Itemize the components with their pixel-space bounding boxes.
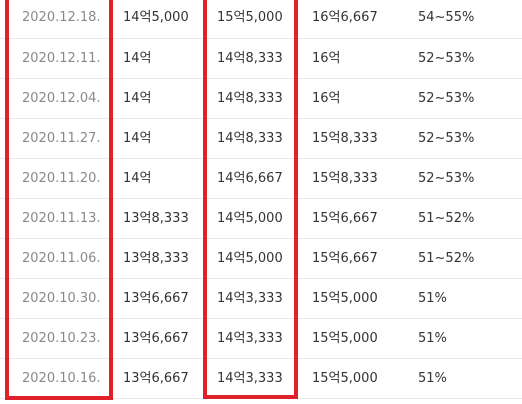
rate-cell: 51% bbox=[418, 291, 447, 306]
rate-cell: 51% bbox=[418, 371, 447, 386]
value-cell: 16억6,667 bbox=[312, 10, 378, 25]
value-cell: 13억8,333 bbox=[123, 251, 189, 266]
rate-cell: 51~52% bbox=[418, 251, 475, 266]
table-row: 2020.12.04. 14억 14억8,333 16억 52~53% bbox=[0, 79, 522, 119]
rate-cell: 52~53% bbox=[418, 171, 475, 186]
value-cell: 15억5,000 bbox=[312, 291, 378, 306]
date-cell: 2020.11.20. bbox=[22, 171, 101, 186]
date-cell: 2020.10.30. bbox=[22, 291, 101, 306]
value-cell: 13억6,667 bbox=[123, 371, 189, 386]
table-row: 2020.11.06. 13억8,333 14억5,000 15억6,667 5… bbox=[0, 239, 522, 279]
value-cell: 14억8,333 bbox=[217, 131, 283, 146]
date-cell: 2020.12.04. bbox=[22, 91, 101, 106]
value-cell: 15억5,000 bbox=[312, 331, 378, 346]
value-cell: 15억8,333 bbox=[312, 131, 378, 146]
value-cell: 16억 bbox=[312, 51, 341, 66]
value-cell: 14억5,000 bbox=[123, 10, 189, 25]
table-row: 2020.11.13. 13억8,333 14억5,000 15억6,667 5… bbox=[0, 199, 522, 239]
rate-cell: 51% bbox=[418, 331, 447, 346]
value-cell: 14억 bbox=[123, 171, 152, 186]
table-row: 2020.11.20. 14억 14억6,667 15억8,333 52~53% bbox=[0, 159, 522, 199]
date-cell: 2020.11.06. bbox=[22, 251, 101, 266]
table-row: 2020.10.30. 13억6,667 14억3,333 15억5,000 5… bbox=[0, 279, 522, 319]
rate-cell: 54~55% bbox=[418, 10, 475, 25]
date-cell: 2020.11.13. bbox=[22, 211, 101, 226]
table-row: 2020.10.23. 13억6,667 14억3,333 15억5,000 5… bbox=[0, 319, 522, 359]
rate-cell: 52~53% bbox=[418, 131, 475, 146]
value-cell: 14억8,333 bbox=[217, 91, 283, 106]
value-cell: 14억 bbox=[123, 51, 152, 66]
date-cell: 2020.10.16. bbox=[22, 371, 101, 386]
value-cell: 14억3,333 bbox=[217, 371, 283, 386]
value-cell: 14억8,333 bbox=[217, 51, 283, 66]
value-cell: 13억6,667 bbox=[123, 291, 189, 306]
table-row: 2020.12.18. 14억5,000 15억5,000 16억6,667 5… bbox=[0, 0, 522, 39]
value-cell: 13억6,667 bbox=[123, 331, 189, 346]
value-cell: 14억5,000 bbox=[217, 251, 283, 266]
date-cell: 2020.12.11. bbox=[22, 51, 101, 66]
value-cell: 14억 bbox=[123, 91, 152, 106]
value-cell: 15억5,000 bbox=[217, 10, 283, 25]
table-row: 2020.10.16. 13억6,667 14억3,333 15억5,000 5… bbox=[0, 359, 522, 399]
rate-cell: 52~53% bbox=[418, 51, 475, 66]
rate-cell: 52~53% bbox=[418, 91, 475, 106]
table-row: 2020.12.11. 14억 14억8,333 16억 52~53% bbox=[0, 39, 522, 79]
value-cell: 14억3,333 bbox=[217, 331, 283, 346]
date-cell: 2020.12.18. bbox=[22, 10, 101, 25]
value-cell: 16억 bbox=[312, 91, 341, 106]
table-row: 2020.11.27. 14억 14억8,333 15억8,333 52~53% bbox=[0, 119, 522, 159]
value-cell: 15억8,333 bbox=[312, 171, 378, 186]
value-cell: 15억6,667 bbox=[312, 251, 378, 266]
date-cell: 2020.11.27. bbox=[22, 131, 101, 146]
date-cell: 2020.10.23. bbox=[22, 331, 101, 346]
value-cell: 13억8,333 bbox=[123, 211, 189, 226]
value-cell: 14억6,667 bbox=[217, 171, 283, 186]
value-cell: 14억5,000 bbox=[217, 211, 283, 226]
value-cell: 14억3,333 bbox=[217, 291, 283, 306]
value-cell: 14억 bbox=[123, 131, 152, 146]
rate-cell: 51~52% bbox=[418, 211, 475, 226]
value-cell: 15억5,000 bbox=[312, 371, 378, 386]
value-cell: 15억6,667 bbox=[312, 211, 378, 226]
